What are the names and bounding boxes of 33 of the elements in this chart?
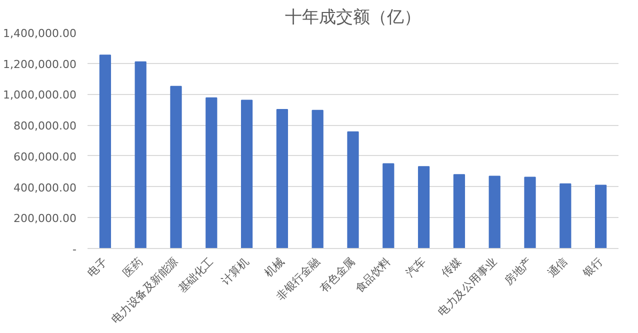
bar	[347, 131, 359, 248]
y-tick-label: 1,000,000.00	[3, 88, 77, 102]
x-tick-label: 银行	[580, 254, 606, 280]
bar	[560, 183, 572, 248]
y-tick-label: 800,000.00	[14, 120, 77, 133]
bar	[488, 176, 500, 248]
chart-title: 十年成交额（亿）	[285, 8, 421, 28]
x-tick-label: 汽车	[404, 254, 428, 280]
y-tick-label: 1,200,000.00	[3, 58, 77, 71]
bar	[240, 100, 253, 248]
bar	[206, 97, 218, 248]
y-tick-label: 400,000.00	[14, 181, 77, 194]
y-tick-label: -	[72, 243, 77, 256]
x-tick-label: 通信	[545, 254, 570, 280]
y-tick-label: 200,000.00	[14, 212, 77, 226]
x-tick-label: 传媒	[439, 254, 464, 280]
y-tick-label: 1,400,000.00	[3, 27, 77, 40]
bar	[382, 163, 394, 248]
bar	[170, 86, 182, 248]
y-tick-label: 600,000.00	[14, 150, 77, 164]
x-tick-label: 机械	[262, 254, 287, 280]
bar	[134, 61, 146, 248]
x-tick-label: 计算机	[218, 254, 252, 288]
bar	[594, 184, 607, 248]
bar	[99, 54, 112, 248]
bar	[312, 110, 324, 248]
bar	[453, 174, 466, 248]
x-tick-label: 房地产	[502, 254, 535, 288]
bar	[276, 108, 288, 248]
x-tick-label: 医药	[120, 254, 146, 280]
bar	[524, 176, 536, 248]
bar	[418, 166, 430, 248]
x-tick-label: 电子	[85, 254, 110, 280]
